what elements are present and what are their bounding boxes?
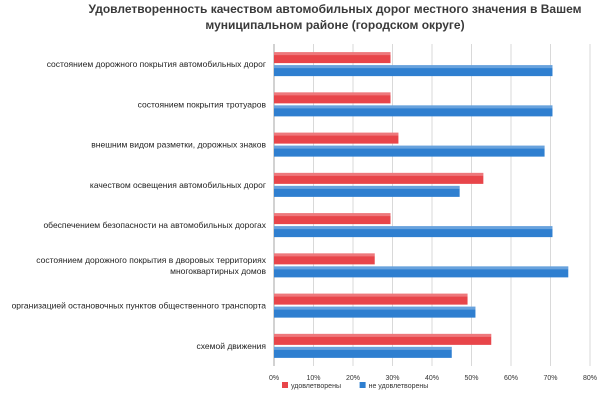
category-labels: состоянием дорожного покрытия автомобиль… [12,59,267,351]
bar-not-satisfied [274,306,476,318]
bar-highlight [274,293,468,297]
x-tick-label: 20% [346,375,360,382]
category-label: внешним видом разметки, дорожных знаков [91,140,266,150]
bar-highlight [274,145,545,149]
x-tick-label: 0% [269,375,279,382]
bar-highlight [274,266,569,270]
chart-title-line-1: Удовлетворенность качеством автомобильны… [89,2,582,16]
bar-not-satisfied [274,185,460,197]
bar-highlight [274,253,375,257]
bar-not-satisfied [274,226,553,238]
bar-highlight [274,185,460,189]
category-label: качеством освещения автомобильных дорог [90,180,266,190]
bar-not-satisfied [274,105,553,117]
bar-highlight [274,172,484,176]
category-label: состоянием дорожного покрытия автомобиль… [47,59,266,69]
bar-satisfied [274,213,391,225]
bar-highlight [274,306,476,310]
category-label: обеспечением безопасности на автомобильн… [43,220,266,230]
bar-highlight [274,213,391,217]
category-label: состоянием дорожного покрытия в дворовых… [36,255,266,265]
legend-label: не удовлетворены [369,383,429,390]
bar-highlight [274,226,553,230]
legend-swatch [359,382,366,388]
category-label: организацией остановочных пунктов общест… [12,301,267,311]
bar-satisfied [274,333,492,345]
x-tick-label: 30% [385,375,399,382]
x-tick-label: 70% [543,375,557,382]
legend-label: удовлетворены [291,383,341,390]
bar-not-satisfied [274,65,553,77]
bar-highlight [274,132,399,136]
legend: удовлетворены не удовлетворены [282,382,428,390]
category-label: многоквартирных домов [170,266,266,276]
bar-satisfied [274,92,391,104]
chart-title-line-2: муниципальном районе (городском округе) [205,18,464,32]
legend-swatch [282,382,288,388]
bar-satisfied [274,293,468,305]
x-tick-label: 40% [425,375,439,382]
bar-not-satisfied [274,346,452,358]
bar-highlight [274,92,391,96]
bar-highlight [274,333,492,337]
x-axis-ticks: 0% 10% 20% 30% 40% 50% 60% 70% 80% [269,375,597,382]
bars [274,52,569,358]
x-tick-label: 60% [504,375,518,382]
x-tick-label: 50% [464,375,478,382]
gridlines [273,44,591,366]
bar-satisfied [274,253,375,265]
category-label: схемой движения [197,341,267,351]
x-tick-label: 10% [306,375,320,382]
bar-satisfied [274,172,484,184]
x-tick-label: 80% [583,375,597,382]
bar-satisfied [274,52,391,64]
bar-satisfied [274,132,399,144]
bar-highlight [274,52,391,56]
category-label: состоянием покрытия тротуаров [138,99,267,109]
bar-not-satisfied [274,266,569,278]
bar-highlight [274,346,452,350]
bar-not-satisfied [274,145,545,157]
bar-highlight [274,105,553,109]
bar-highlight [274,65,553,69]
